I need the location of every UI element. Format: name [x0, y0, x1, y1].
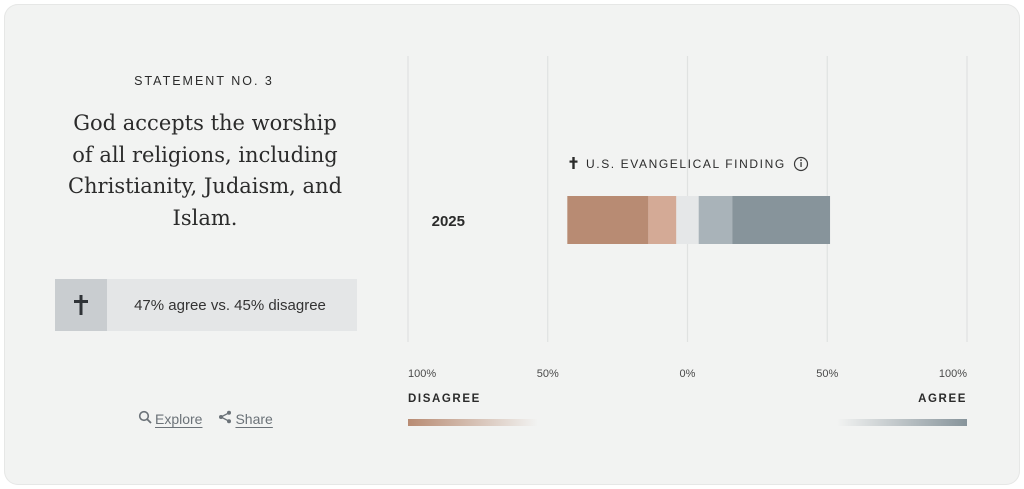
- x-tick-label: 50%: [537, 368, 559, 380]
- search-icon: [138, 410, 152, 427]
- chart-title: U.S. EVANGELICAL FINDING: [586, 157, 786, 171]
- explore-label: Explore: [155, 410, 203, 427]
- bar-segment-disagree[interactable]: [648, 196, 677, 244]
- share-icon: [218, 410, 232, 427]
- statement-text: God accepts the worship of all religions…: [67, 111, 343, 230]
- cross-icon: [55, 279, 107, 331]
- chart-title-group: U.S. EVANGELICAL FINDING: [569, 156, 809, 172]
- bar-segment-strong-disagree[interactable]: [567, 196, 649, 244]
- explore-link[interactable]: Explore: [138, 410, 202, 427]
- action-links: Explore Share: [138, 410, 273, 427]
- share-link[interactable]: Share: [218, 410, 273, 427]
- agree-label: AGREE: [918, 393, 967, 405]
- agree-gradient-bar: [837, 419, 967, 426]
- diverging-bar-chart: U.S. EVANGELICAL FINDING 2025 100% 50% 0% 5…: [407, 56, 968, 426]
- finding-summary-text: 47% agree vs. 45% disagree: [134, 296, 326, 314]
- cross-icon: [569, 157, 578, 169]
- x-tick-label: 50%: [816, 368, 838, 380]
- info-icon[interactable]: [793, 156, 809, 172]
- scale-legend: DISAGREE AGREE: [408, 393, 967, 426]
- x-tick-label: 100%: [939, 368, 967, 380]
- statement-card: STATEMENT NO. 3 God accepts the worship …: [4, 4, 1020, 485]
- x-axis-ticks: 100% 50% 0% 50% 100%: [408, 368, 967, 380]
- x-tick-label: 100%: [408, 368, 436, 380]
- disagree-label: DISAGREE: [408, 393, 481, 405]
- statement-panel: STATEMENT NO. 3 God accepts the worship …: [4, 4, 404, 485]
- bar-segment-not-sure[interactable]: [676, 196, 699, 244]
- bar-segment-agree[interactable]: [698, 196, 733, 244]
- row-label: 2025: [432, 213, 465, 230]
- x-tick-label: 0%: [680, 368, 696, 380]
- share-label: Share: [235, 410, 273, 427]
- disagree-gradient-bar: [408, 419, 538, 426]
- statement-number: STATEMENT NO. 3: [134, 74, 274, 88]
- finding-summary: 47% agree vs. 45% disagree: [55, 279, 357, 331]
- bar-segment-strong-agree[interactable]: [732, 196, 831, 244]
